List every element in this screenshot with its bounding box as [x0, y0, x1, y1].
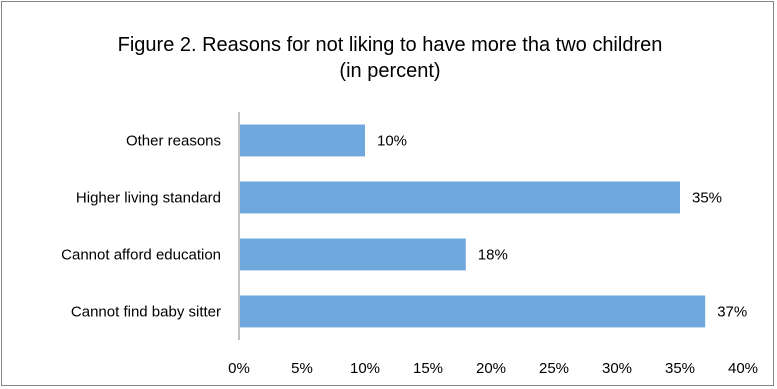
- category-labels: Other reasons Higher living standard Canno…: [61, 133, 221, 321]
- category-label-2: Cannot afford education: [61, 247, 221, 264]
- x-tick-label-5: 25%: [539, 360, 569, 377]
- chart-subtitle: (in percent): [339, 60, 440, 82]
- chart-title: Figure 2. Reasons for not liking to have…: [118, 34, 663, 56]
- x-tick-label-6: 30%: [602, 360, 632, 377]
- category-label-3: Cannot find baby sitter: [71, 304, 221, 321]
- x-tick-label-7: 35%: [665, 360, 695, 377]
- x-tick-labels: 0% 5% 10% 15% 20% 25% 30% 35% 40%: [228, 360, 758, 377]
- bar-chart: Figure 2. Reasons for not liking to have…: [61, 34, 758, 377]
- bars-group: [240, 124, 706, 328]
- x-tick-label-3: 15%: [413, 360, 443, 377]
- x-tick-label-0: 0%: [228, 360, 250, 377]
- bar-3: [240, 295, 706, 328]
- data-label-2: 18%: [478, 247, 508, 264]
- x-tick-label-4: 20%: [476, 360, 506, 377]
- x-tick-label-8: 40%: [728, 360, 758, 377]
- bar-1: [240, 181, 680, 214]
- data-label-3: 37%: [717, 304, 747, 321]
- data-label-1: 35%: [692, 190, 722, 207]
- category-label-0: Other reasons: [126, 133, 221, 150]
- data-label-0: 10%: [377, 133, 407, 150]
- x-tick-label-2: 10%: [350, 360, 380, 377]
- category-label-1: Higher living standard: [76, 190, 221, 207]
- bar-2: [240, 238, 466, 271]
- x-tick-label-1: 5%: [291, 360, 313, 377]
- data-labels: 10% 35% 18% 37%: [377, 133, 747, 321]
- bar-0: [240, 124, 365, 157]
